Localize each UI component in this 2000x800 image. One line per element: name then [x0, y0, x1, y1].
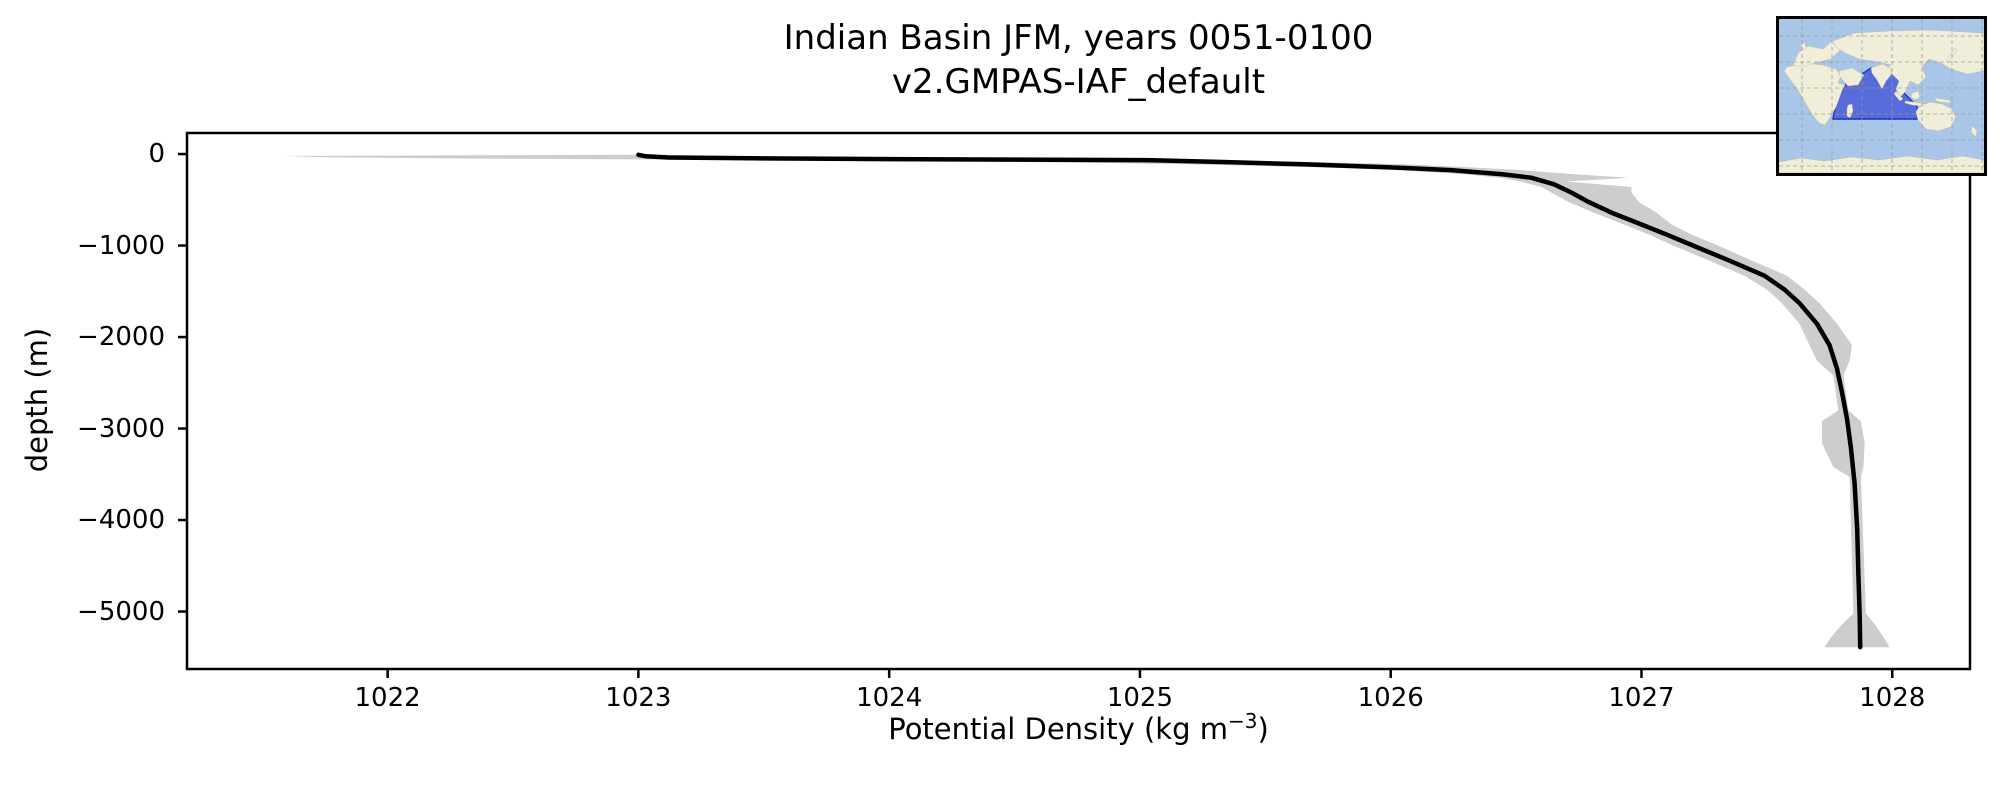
sumatra-island [1893, 90, 1904, 102]
india-landmass [1870, 63, 1892, 90]
mean-profile-line [636, 152, 1863, 650]
arabia-landmass [1838, 67, 1865, 87]
x-axis-label-text: Potential Density (kg m [888, 712, 1228, 746]
japan-islands [1945, 47, 1958, 64]
x-axis-label: Potential Density (kg m−3) [187, 709, 1970, 746]
x-tick-label: 1023 [605, 683, 672, 713]
x-axis-label-close: ) [1257, 712, 1269, 746]
madagascar-island [1846, 103, 1854, 119]
indian-basin-inset-map [1776, 16, 1987, 176]
map-landmasses [1779, 29, 1984, 173]
x-tick-label: 1028 [1859, 683, 1926, 713]
axis-tick-marks [178, 152, 1894, 678]
x-tick-label: 1022 [354, 683, 421, 713]
plot-frame [185, 131, 1972, 671]
x-tick-label: 1027 [1608, 683, 1675, 713]
x-tick-label: 1024 [856, 683, 923, 713]
x-axis-label-superscript: −3 [1227, 709, 1258, 733]
x-tick-label: 1025 [1106, 683, 1174, 713]
title-line-2: v2.GMPAS-IAF_default [891, 62, 1266, 102]
y-tick-label: 0 [148, 139, 165, 170]
new-zealand-islands [1970, 125, 1978, 138]
y-tick-label: −4000 [77, 505, 165, 536]
map-gridlines [1779, 19, 1984, 173]
africa-landmass [1783, 62, 1846, 126]
antarctica-landmass [1779, 155, 1984, 173]
y-axis-label: depth (m) [20, 327, 54, 473]
x-tick-label: 1026 [1357, 683, 1424, 713]
borneo-island [1910, 90, 1921, 101]
y-tick-label: −5000 [77, 596, 165, 627]
y-tick-label: −3000 [77, 413, 165, 444]
plot-title: Indian Basin JFM, years 0051-0100 v2.GMP… [187, 16, 1970, 104]
y-tick-label: −1000 [77, 230, 165, 261]
title-line-1: Indian Basin JFM, years 0051-0100 [783, 18, 1374, 58]
australia-landmass [1915, 101, 1957, 132]
new-guinea-island [1934, 97, 1952, 104]
asia-landmass [1832, 29, 1984, 98]
inset-map-svg [1779, 19, 1984, 173]
y-tick-label: −2000 [77, 322, 165, 353]
